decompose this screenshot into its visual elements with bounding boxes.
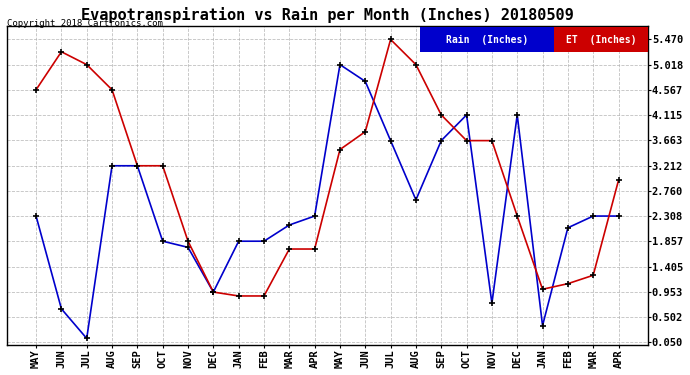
Text: Rain  (Inches): Rain (Inches) [446, 34, 529, 45]
Bar [420, 27, 555, 52]
Bar [555, 27, 648, 52]
Title: Evapotranspiration vs Rain per Month (Inches) 20180509: Evapotranspiration vs Rain per Month (In… [81, 7, 573, 23]
Text: ET  (Inches): ET (Inches) [566, 34, 636, 45]
Text: Copyright 2018 Cartronics.com: Copyright 2018 Cartronics.com [7, 19, 163, 28]
